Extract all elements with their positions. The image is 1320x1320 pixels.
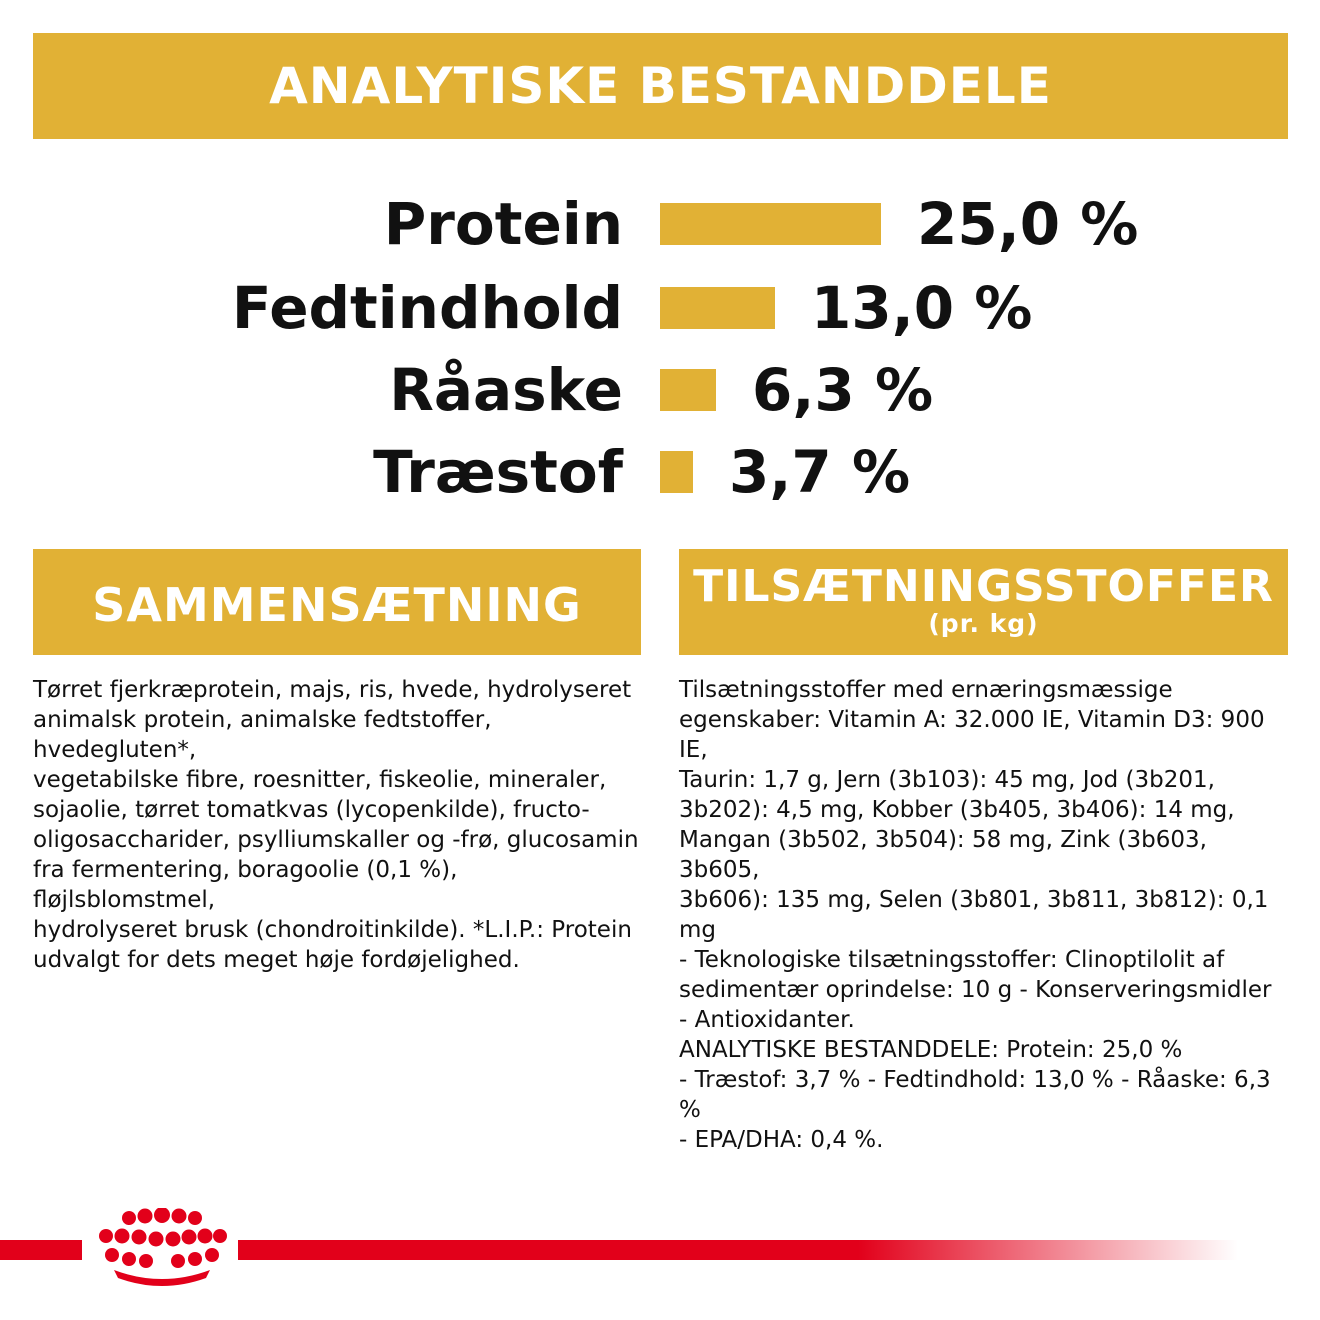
nutrient-value: 6,3 %	[752, 356, 934, 424]
footer-red-line-left	[0, 1240, 82, 1260]
nutrient-value: 25,0 %	[917, 190, 1139, 258]
nutrient-label: Protein	[383, 190, 623, 258]
analytic-header-title: ANALYTISKE BESTANDDELE	[269, 57, 1052, 115]
additives-text: Tilsætningsstoffer med ernæringsmæssige …	[679, 677, 1272, 1153]
nutrient-bar	[660, 451, 693, 493]
additives-header-banner: TILSÆTNINGSSTOFFER (pr. kg)	[679, 549, 1288, 655]
analytic-header-banner: ANALYTISKE BESTANDDELE	[33, 33, 1288, 139]
nutrient-bar	[660, 203, 881, 245]
nutrient-label: Råaske	[389, 356, 623, 424]
royal-canin-crown-icon	[99, 1208, 227, 1286]
composition-text: Tørret fjerkræprotein, majs, ris, hvede,…	[33, 677, 639, 973]
footer-red-line-right	[238, 1240, 1238, 1260]
nutrient-bar	[660, 287, 775, 329]
nutrient-row-ash: Råaske 6,3 %	[0, 348, 1320, 432]
composition-header-banner: SAMMENSÆTNING	[33, 549, 641, 655]
nutrient-value: 3,7 %	[729, 438, 911, 506]
nutrient-value: 13,0 %	[811, 274, 1033, 342]
additives-header-title: TILSÆTNINGSSTOFFER	[693, 561, 1274, 612]
nutrient-row-fat: Fedtindhold 13,0 %	[0, 266, 1320, 350]
nutrient-row-protein: Protein 25,0 %	[0, 182, 1320, 266]
composition-header-title: SAMMENSÆTNING	[92, 578, 582, 632]
additives-header-subtitle: (pr. kg)	[928, 609, 1039, 638]
nutrient-label: Træstof	[373, 438, 623, 506]
nutrient-label: Fedtindhold	[231, 274, 623, 342]
nutrient-bar	[660, 369, 716, 411]
nutrient-row-fibre: Træstof 3,7 %	[0, 430, 1320, 514]
